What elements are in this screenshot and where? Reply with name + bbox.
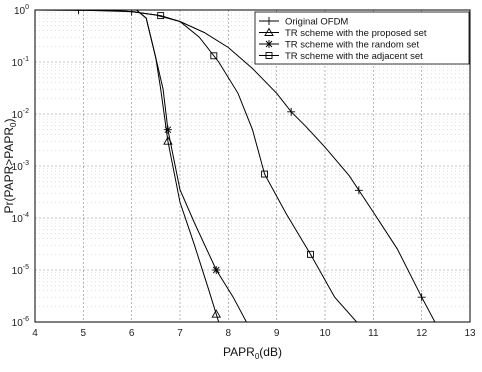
y-axis-label-close: ): [2, 118, 16, 122]
series-line-2: [136, 10, 247, 322]
series-marker-3: [261, 170, 269, 178]
series-marker-2: [163, 125, 172, 134]
series-marker-3: [157, 12, 165, 20]
x-tick-label: 13: [464, 328, 476, 339]
series-marker-0: [354, 186, 363, 195]
x-tick-label: 5: [81, 328, 87, 339]
series-marker-1: [211, 309, 222, 318]
x-tick-label: 9: [274, 328, 280, 339]
legend-marker: [265, 52, 273, 59]
x-tick-label: 4: [32, 328, 38, 339]
y-tick-label: 10-3: [12, 160, 29, 173]
x-axis-label-main: PAPR: [223, 345, 255, 359]
legend-marker: [265, 40, 273, 48]
y-axis-label-sub: 0: [9, 122, 18, 127]
y-tick-label: 100: [14, 4, 29, 17]
legend-box: [254, 11, 470, 65]
series-group: [35, 10, 436, 322]
y-tick-label: 10-6: [12, 316, 29, 329]
x-axis-label-unit: (dB): [259, 345, 282, 359]
x-tick-label: 11: [368, 328, 379, 339]
y-tick-label: 10-1: [12, 56, 29, 69]
series-marker-0: [417, 293, 426, 302]
legend-marker: [265, 17, 273, 25]
y-tick-label: 10-2: [12, 108, 29, 121]
legend-label: TR scheme with the adjacent set: [285, 51, 423, 62]
x-tick-label: 10: [319, 328, 331, 339]
y-axis-label-main: Pr(PAPR>PAPR: [2, 127, 16, 214]
x-tick-label: 7: [177, 328, 183, 339]
legend-label: TR scheme with the random set: [285, 40, 419, 51]
legend-label: Original OFDM: [285, 17, 348, 28]
series-marker-2: [212, 266, 221, 274]
series-marker-3: [210, 52, 218, 60]
x-axis-label-sub: 0: [255, 352, 260, 361]
series-marker-3: [307, 250, 314, 258]
y-tick-label: 10-4: [12, 212, 29, 225]
tick-labels: 4 5 6 7 8 9 10 11 12 13 100 10-1 10-2 10-3 10-4 10-5 10-…: [12, 4, 476, 339]
x-tick-label: 6: [129, 328, 135, 339]
y-tick-label: 10-5: [12, 264, 29, 277]
legend-marker: [264, 27, 274, 36]
plot-frame: [34, 9, 471, 323]
series-marker-0: [287, 107, 296, 116]
x-tick-label: 8: [226, 328, 232, 339]
series-line-3: [35, 10, 358, 322]
legend-label: TR scheme with the proposed set: [285, 28, 427, 39]
x-axis-label: PAPR0(dB): [223, 345, 282, 361]
x-tick-label: 12: [416, 328, 428, 339]
y-axis-label: Pr(PAPR>PAPR0): [2, 118, 18, 213]
